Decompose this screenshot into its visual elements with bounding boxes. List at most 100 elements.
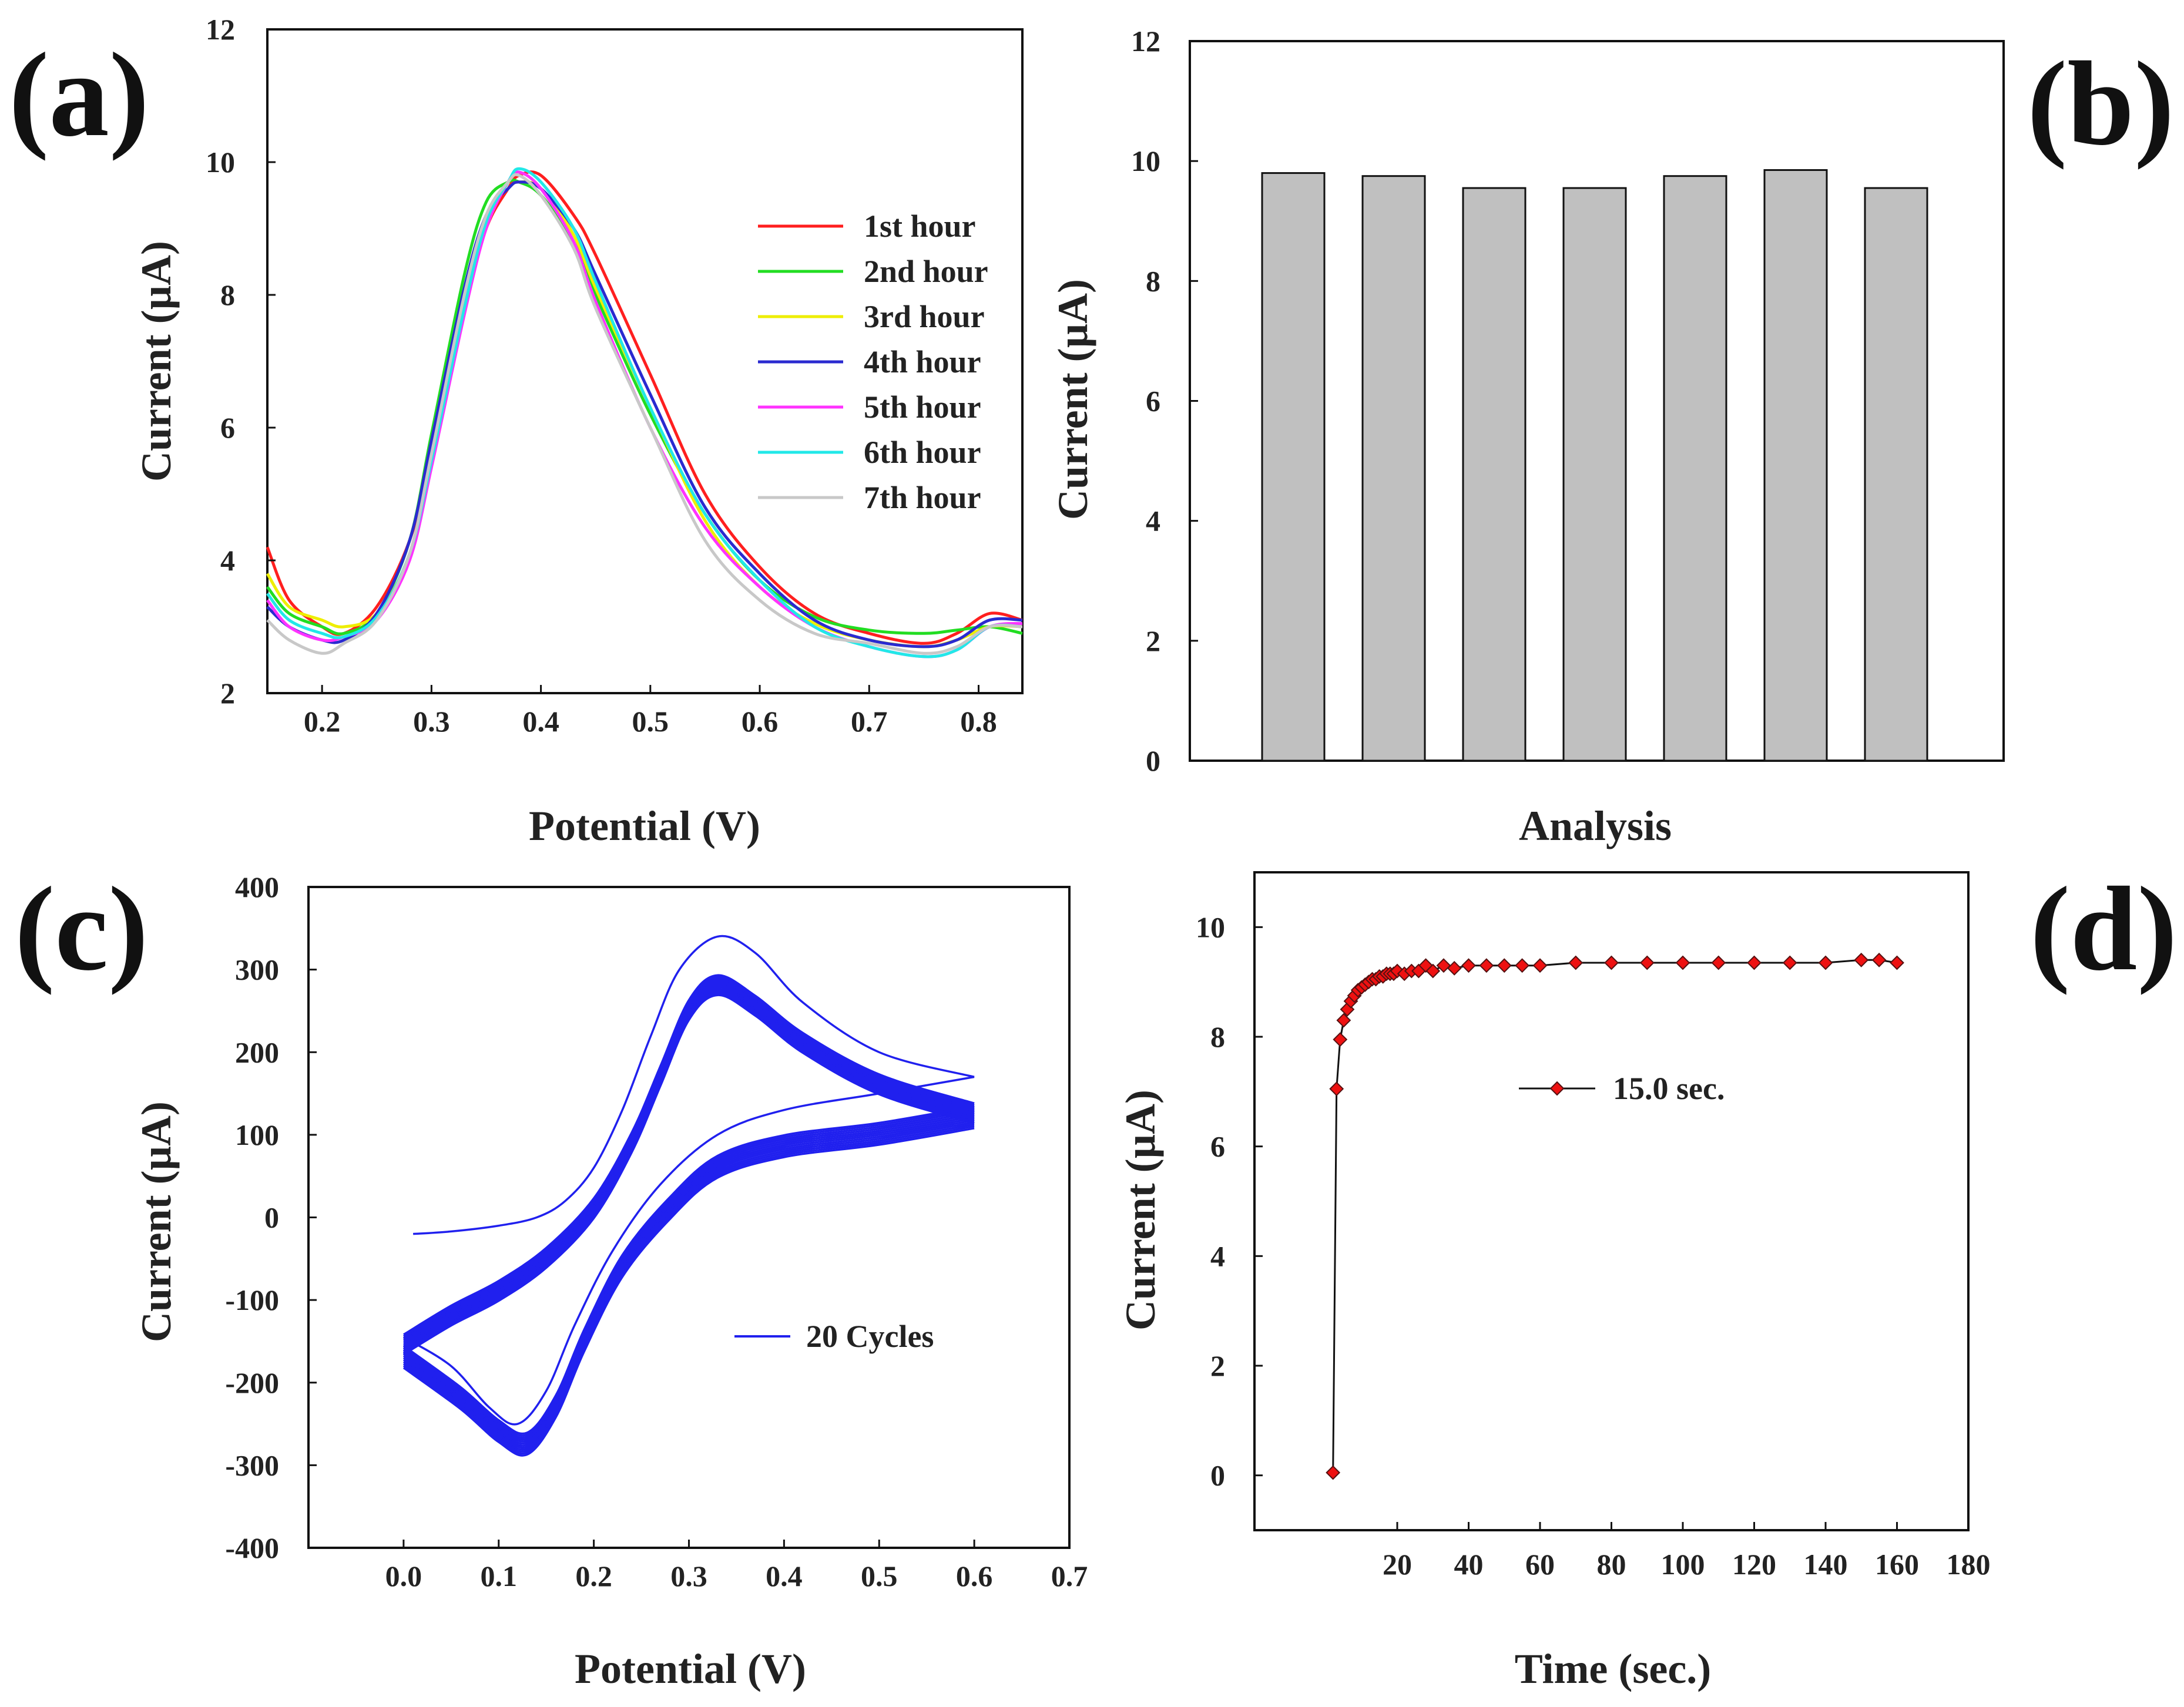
panel-d-point [1336,1013,1351,1028]
panel-c-legend-label: 20 Cycles [806,1319,934,1354]
panel-d-point [1782,955,1797,970]
panel-d-point [1436,958,1451,973]
panel-d-x-tick-label: 80 [1597,1548,1626,1581]
panel-label-b: (b) [2027,37,2175,170]
panel-c-x-tick-label: 0.3 [670,1560,707,1592]
panel-c-cycle-13-reverse [402,1105,975,1435]
panel-d-legend-marker [1549,1081,1565,1096]
panel-a-frame [266,28,1024,694]
panel-b-bar-2 [1361,175,1426,762]
panel-b-y-tick-label: 12 [1131,25,1160,58]
panel-d-point [1461,958,1476,973]
panel-c-y-tick-label: -300 [225,1449,279,1481]
panel-a-x-tick-label: 0.8 [960,705,997,738]
panel-a-plot-area [266,167,1023,658]
panel-c-y-axis-label: Current (µA) [133,1101,180,1342]
panel-c-y-tick-label: 100 [235,1118,279,1151]
panel-d-point [1447,960,1462,976]
panel-c-ticks: 0.0 0.1 0.2 0.3 0.4 0.5 0.6 0.7 400 300 200 100 0 -10… [225,871,1088,1592]
panel-b-y-tick-label: 6 [1146,385,1160,418]
panel-d-point [1515,958,1530,973]
panel-d-y-tick-label: 6 [1210,1130,1225,1163]
panel-c-cycle-1-reverse [402,1076,975,1426]
panel-d-y-tick-label: 4 [1210,1239,1225,1272]
panel-b-y-tick-label: 10 [1131,145,1160,177]
panel-a-x-tick-label: 0.2 [304,705,341,738]
panel-d-x-axis-label: Time (sec.) [1515,1645,1712,1692]
panel-b-bar-4 [1562,187,1627,762]
panel-c-y-tick-label: 200 [235,1036,279,1068]
panel-c-x-tick-label: 0.4 [766,1560,803,1592]
panel-d-x-tick-label: 120 [1732,1548,1776,1581]
panel-d-point [1854,952,1869,967]
panel-d-point [1326,1465,1341,1480]
panel-c-y-tick-label: -200 [225,1366,279,1399]
panel-d-point [1675,955,1690,970]
panel-c-cycle-1-forward [412,935,975,1235]
panel-a-y-tick-label: 8 [220,278,235,311]
panel-a-x-tick-label: 0.3 [413,705,450,738]
panel-a-ticks: 0.2 0.3 0.4 0.5 0.6 0.7 0.8 2 4 6 8 10 12 [206,13,997,738]
panel-b-bar-1 [1261,172,1326,762]
panel-d-legend: 15.0 sec. [1519,1071,1725,1106]
panel-d-ticks: 20 40 60 80 100 120 140 160 180 0 2 4 6 8 10 [1196,910,1991,1581]
panel-c-y-tick-label: -400 [225,1531,279,1564]
panel-d-y-tick-label: 10 [1196,910,1225,943]
panel-b-bar-5 [1663,175,1727,762]
panel-d-point [1532,958,1548,973]
panel-a-legend-label-5: 5th hour [864,389,981,425]
panel-a-legend: 1st hour 2nd hour 3rd hour 4th hour 5th hour… [758,209,988,515]
panel-b-y-tick-label: 2 [1146,624,1160,657]
panel-a-y-tick-label: 4 [220,544,235,577]
panel-a-y-tick-label: 12 [206,13,235,46]
panel-a-x-axis-label: Potential (V) [529,802,760,849]
panel-a-x-tick-label: 0.5 [632,705,669,738]
panel-c-plot-area [402,935,975,1457]
panel-c-x-tick-label: 0.7 [1051,1560,1088,1592]
panel-b-bar-7 [1864,187,1928,762]
panel-d-plot-area [1326,952,1904,1480]
panel-a-series-7 [266,173,1023,655]
panel-a-y-tick-label: 6 [220,411,235,444]
panel-c-cycle-8-reverse [402,1115,975,1445]
panel-c-y-tick-label: 300 [235,953,279,986]
panel-label-c: (c) [15,862,149,996]
panel-d-y-axis-label: Current (µA) [1117,1090,1164,1330]
panel-d-x-tick-label: 140 [1804,1548,1848,1581]
panel-c-legend: 20 Cycles [734,1319,934,1354]
panel-a-y-tick-label: 2 [220,677,235,710]
panel-c-frame [307,886,1071,1549]
panel-b-x-axis-label: Analysis [1519,802,1672,849]
panel-d-point [1418,958,1434,973]
panel-a-x-tick-label: 0.7 [851,705,888,738]
panel-label-a: (a) [9,28,149,162]
panel-d-frame [1253,871,1970,1531]
panel-d-point [1711,955,1726,970]
panel-d-x-tick-label: 160 [1875,1548,1919,1581]
panel-d-point [1818,955,1833,970]
panel-a-series-1 [266,170,1023,645]
panel-b-ticks: 0 2 4 6 8 10 12 [1131,25,1198,777]
panel-d-y-tick-label: 2 [1210,1349,1225,1382]
panel-a-y-axis-label: Current (µA) [133,241,180,482]
panel-a-legend-label-1: 1st hour [864,209,976,244]
panel-a-x-tick-label: 0.4 [522,705,559,738]
panel-c: 0.0 0.1 0.2 0.3 0.4 0.5 0.6 0.7 400 300 200 100 0 -10… [15,862,1088,1692]
panel-a-legend-label-7: 7th hour [864,480,981,515]
panel-c-x-tick-label: 0.2 [575,1560,612,1592]
panel-c-x-axis-label: Potential (V) [575,1645,806,1692]
panel-b-y-tick-label: 0 [1146,744,1160,777]
panel-b-y-axis-label: Current (µA) [1049,279,1096,520]
panel-c-x-tick-label: 0.5 [861,1560,898,1592]
panel-d-y-tick-label: 0 [1210,1459,1225,1492]
panel-a-legend-label-4: 4th hour [864,344,981,379]
panel-a-legend-label-3: 3rd hour [864,299,985,334]
panel-d-point [1333,1032,1348,1047]
panel-d-point [1890,955,1904,970]
panel-b: 0 2 4 6 8 10 12 Analysis Current (µA) (b) [1049,25,2175,849]
panel-c-cycle-9-reverse [402,1113,975,1443]
panel-c-cycle-6-reverse [402,1119,975,1449]
panel-d-x-tick-label: 180 [1947,1548,1991,1581]
panel-d-x-tick-label: 60 [1525,1548,1555,1581]
